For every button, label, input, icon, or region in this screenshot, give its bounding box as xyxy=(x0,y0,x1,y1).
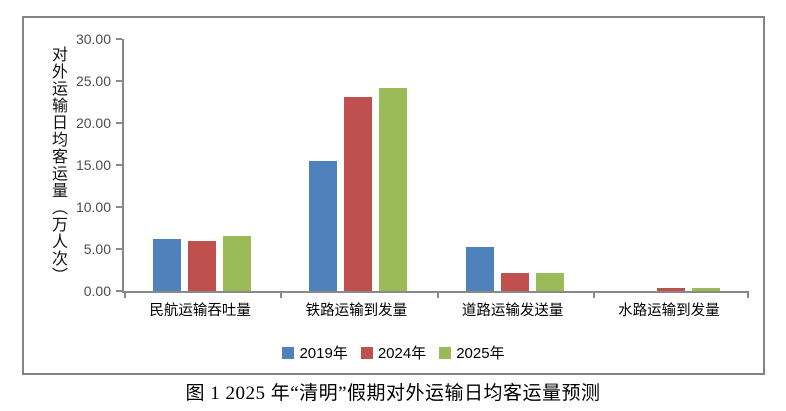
x-tick-mark xyxy=(436,293,439,298)
legend-item: 2024年 xyxy=(360,342,427,363)
bar xyxy=(500,272,529,291)
bar-cluster xyxy=(465,247,564,291)
legend-item: 2025年 xyxy=(439,342,505,363)
y-tick-mark xyxy=(116,248,122,250)
legend-swatch-icon xyxy=(360,346,373,359)
y-tick-label: 20.00 xyxy=(75,115,111,131)
y-tick-mark xyxy=(116,38,122,40)
bar xyxy=(379,87,408,291)
bar xyxy=(309,160,338,291)
y-tick-label: 30.00 xyxy=(75,31,111,47)
x-tick-mark xyxy=(124,293,126,298)
x-tick-mark xyxy=(280,293,283,298)
legend: 2019年 2024年 2025年 xyxy=(24,342,763,363)
bar xyxy=(656,288,685,291)
bar-group xyxy=(593,39,749,291)
bar xyxy=(691,288,720,291)
chart-figure: 对外运输日均客运量（万人次） 30.00 25.00 20.00 15.00 10.00… xyxy=(22,16,765,375)
x-axis-label: 民航运输吞吐量 xyxy=(149,303,251,319)
legend-label: 2025年 xyxy=(456,345,505,362)
bar-group xyxy=(280,39,436,291)
x-axis-label: 铁路运输到发量 xyxy=(305,303,408,319)
y-tick-label: 15.00 xyxy=(75,157,111,173)
bar xyxy=(153,238,182,291)
x-axis-labels: 民航运输吞吐量 铁路运输到发量 道路运输发送量 水路运输到发量 xyxy=(122,299,747,320)
legend-swatch-icon xyxy=(439,346,452,359)
bar-cluster xyxy=(622,288,720,291)
y-tick-mark xyxy=(116,122,122,124)
bar xyxy=(535,272,564,291)
y-tick-mark xyxy=(116,206,122,208)
x-axis-label: 水路运输到发量 xyxy=(618,303,720,319)
y-tick-label: 25.00 xyxy=(75,73,111,89)
legend-item: 2019年 xyxy=(282,342,348,363)
bar xyxy=(188,240,217,291)
legend-label: 2019年 xyxy=(299,345,348,362)
bar-groups xyxy=(124,39,749,291)
y-axis-tick-labels: 30.00 25.00 20.00 15.00 10.00 5.00 0.00 xyxy=(24,32,111,298)
bar-cluster xyxy=(153,236,252,291)
x-tick-mark xyxy=(592,293,595,298)
bar xyxy=(344,96,373,291)
y-tick-mark xyxy=(116,290,122,292)
y-tick-mark xyxy=(116,164,122,166)
figure-caption: 图 1 2025 年“清明”假期对外运输日均客运量预测 xyxy=(185,383,601,404)
y-tick-label: 5.00 xyxy=(83,241,111,257)
x-axis-label: 道路运输发送量 xyxy=(461,303,564,319)
bar-group xyxy=(437,39,593,291)
bar-cluster xyxy=(309,87,408,291)
y-tick-label: 0.00 xyxy=(83,283,111,299)
bar-group xyxy=(124,39,280,291)
bar xyxy=(223,236,252,291)
bar xyxy=(465,247,494,291)
legend-swatch-icon xyxy=(282,346,295,359)
legend-label: 2024年 xyxy=(377,345,427,362)
x-tick-mark xyxy=(747,293,749,298)
plot-area xyxy=(116,38,749,298)
y-tick-label: 10.00 xyxy=(75,199,111,215)
y-axis-title: 对外运输日均客运量（万人次） xyxy=(49,46,66,284)
y-tick-mark xyxy=(116,80,122,82)
